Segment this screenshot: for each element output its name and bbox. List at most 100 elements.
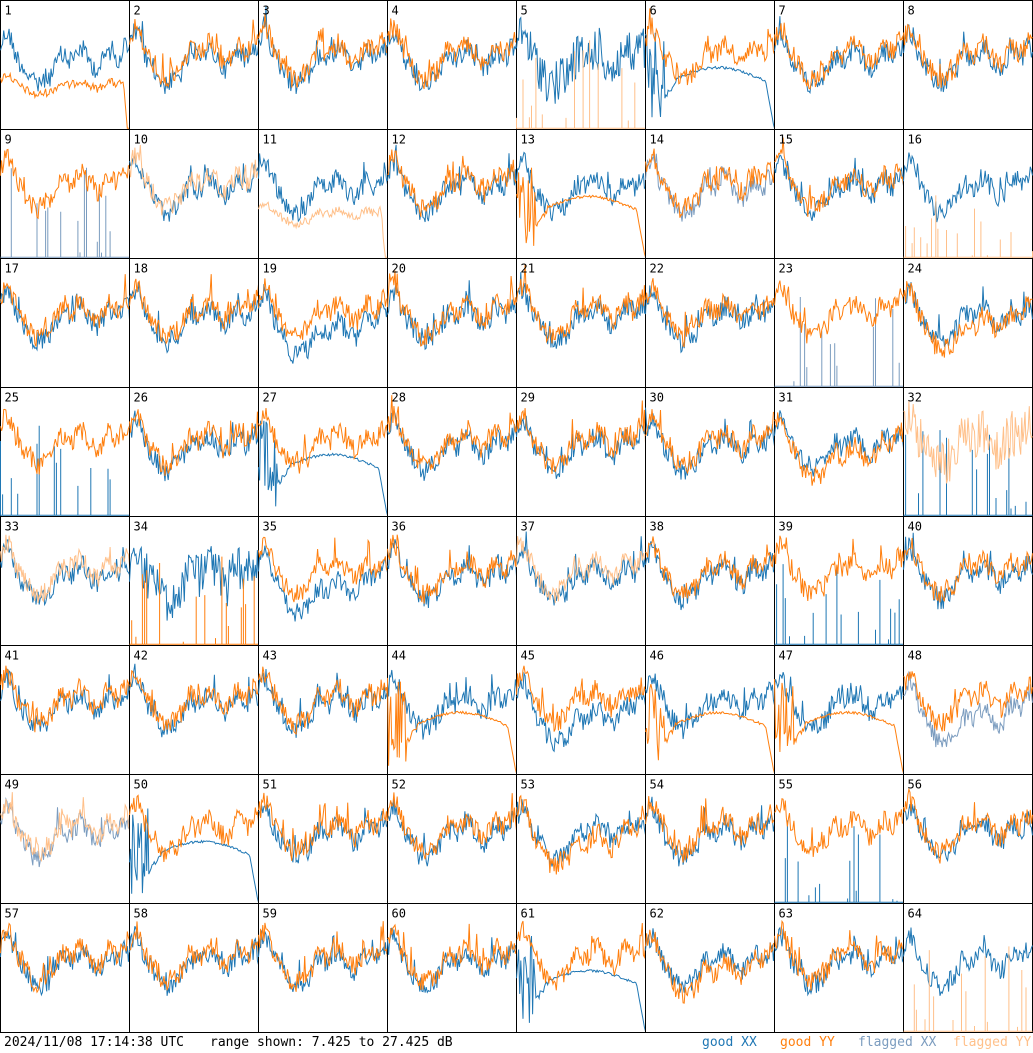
panel-number-label: 47 (779, 649, 793, 663)
panel-47: 47 (774, 645, 904, 775)
series-yy-panel-49 (0, 792, 130, 863)
panel-frame (387, 516, 517, 646)
panel-number-label: 27 (263, 391, 277, 405)
series-yy-panel-3 (258, 14, 388, 88)
panel-number-label: 48 (908, 649, 922, 663)
panel-number-label: 7 (779, 4, 786, 18)
panel-37: 37 (516, 516, 646, 646)
panel-frame (516, 903, 646, 1033)
panel-frame (0, 903, 130, 1033)
series-xx-panel-10 (129, 152, 259, 222)
series-xx-panel-15 (774, 154, 904, 221)
panel-number-label: 38 (650, 520, 664, 534)
series-yy-panel-6 (645, 8, 775, 86)
panel-22: 22 (645, 258, 775, 388)
panel-number-label: 6 (650, 4, 657, 18)
series-yy-panel-7 (774, 22, 904, 90)
series-yy-panel-4 (387, 18, 517, 90)
legend-good-yy: good YY (780, 1035, 835, 1050)
panel-number-label: 12 (392, 133, 406, 147)
series-yy-panel-46 (645, 683, 775, 774)
panel-38: 38 (645, 516, 775, 646)
panel-55: 55 (774, 774, 904, 904)
panel-frame (903, 129, 1033, 259)
panel-number-label: 1 (5, 4, 12, 18)
panel-51: 51 (258, 774, 388, 904)
panel-53: 53 (516, 774, 646, 904)
series-xx-panel-20 (387, 280, 517, 351)
panel-8: 8 (903, 0, 1033, 130)
series-yy-panel-30 (645, 409, 775, 475)
panel-26: 26 (129, 387, 259, 517)
series-xx-panel-25 (0, 425, 130, 516)
panel-64: 64 (903, 903, 1033, 1033)
series-yy-panel-47 (774, 679, 904, 774)
panel-48: 48 (903, 645, 1033, 775)
panel-number-label: 43 (263, 649, 277, 663)
panel-number-label: 15 (779, 133, 793, 147)
series-xx-panel-52 (387, 796, 517, 867)
panel-frame (645, 645, 775, 775)
panel-number-label: 2 (134, 4, 141, 18)
panel-number-label: 29 (521, 391, 535, 405)
panel-number-label: 40 (908, 520, 922, 534)
panel-frame (774, 774, 904, 904)
series-xx-panel-1 (0, 28, 130, 92)
series-yy-panel-56 (903, 787, 1033, 864)
series-yy-panel-24 (903, 281, 1033, 358)
series-yy-panel-40 (903, 537, 1033, 603)
series-yy-panel-62 (645, 929, 775, 1004)
panel-54: 54 (645, 774, 775, 904)
series-yy-panel-54 (645, 796, 775, 863)
panel-number-label: 35 (263, 520, 277, 534)
panel-36: 36 (387, 516, 517, 646)
series-xx-panel-13 (516, 151, 646, 222)
panel-number-label: 50 (134, 778, 148, 792)
panel-30: 30 (645, 387, 775, 517)
panel-frame (387, 0, 517, 130)
series-xx-panel-60 (387, 927, 517, 994)
panel-56: 56 (903, 774, 1033, 904)
series-yy-panel-16 (903, 195, 1033, 258)
panel-number-label: 39 (779, 520, 793, 534)
series-yy-panel-29 (516, 400, 646, 475)
panel-34: 34 (129, 516, 259, 646)
panel-10: 10 (129, 129, 259, 259)
series-xx-panel-62 (645, 928, 775, 993)
series-yy-panel-9 (0, 148, 130, 220)
series-yy-panel-23 (774, 280, 904, 344)
panel-27: 27 (258, 387, 388, 517)
series-yy-panel-18 (129, 274, 259, 345)
series-xx-panel-35 (258, 545, 388, 622)
series-xx-panel-3 (258, 5, 388, 94)
panel-11: 11 (258, 129, 388, 259)
panel-frame (387, 387, 517, 517)
legend-flagged-xx: flagged XX (858, 1035, 937, 1050)
panel-number-label: 34 (134, 520, 148, 534)
series-xx-panel-61 (516, 935, 646, 1032)
panel-number-label: 33 (5, 520, 19, 534)
panel-number-label: 10 (134, 133, 148, 147)
panel-number-label: 13 (521, 133, 535, 147)
panel-52: 52 (387, 774, 517, 904)
panel-frame (258, 774, 388, 904)
panel-frame (258, 903, 388, 1033)
panel-number-label: 55 (779, 778, 793, 792)
series-yy-panel-57 (0, 922, 130, 994)
panel-57: 57 (0, 903, 130, 1033)
series-xx-panel-8 (903, 24, 1033, 93)
series-yy-panel-52 (387, 792, 517, 860)
panel-frame (645, 0, 775, 130)
panel-number-label: 32 (908, 391, 922, 405)
panel-frame (387, 258, 517, 388)
legend-good-xx: good XX (702, 1035, 757, 1050)
series-yy-panel-1 (0, 71, 130, 129)
panel-frame (387, 774, 517, 904)
series-yy-panel-36 (387, 534, 517, 604)
panel-61: 61 (516, 903, 646, 1033)
panel-7: 7 (774, 0, 904, 130)
panel-number-label: 22 (650, 262, 664, 276)
panel-frame (258, 645, 388, 775)
panel-59: 59 (258, 903, 388, 1033)
panel-number-label: 61 (521, 907, 535, 921)
